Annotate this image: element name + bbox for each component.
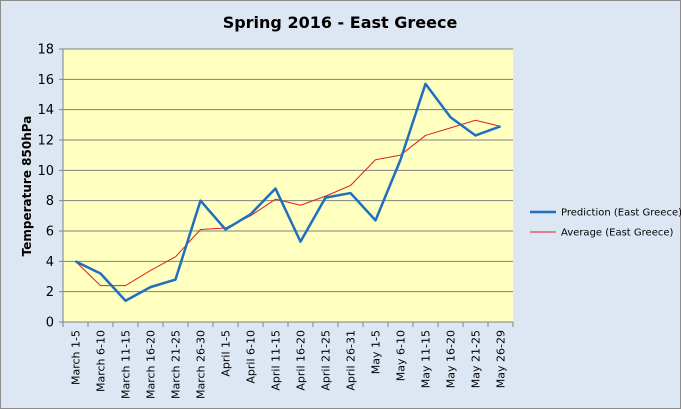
x-tick-label: May 1-5: [370, 330, 383, 374]
x-tick-label: March 26-30: [195, 330, 208, 399]
x-tick-label: March 11-15: [120, 330, 133, 399]
y-tick-label: 10: [37, 164, 54, 179]
x-tick-label: April 1-5: [220, 330, 233, 377]
y-axis-ticks: 0 2 4 6 8 10 12 14 16 18: [37, 43, 63, 331]
x-tick-label: April 11-15: [270, 330, 283, 391]
x-tick-label: May 26-29: [495, 330, 508, 388]
x-tick-label: March 16-20: [145, 330, 158, 399]
x-tick-label: March 6-10: [95, 330, 108, 392]
series-lines: [74, 82, 501, 303]
x-tick-label: March 21-25: [170, 330, 183, 399]
x-tick-label: April 26-31: [345, 330, 358, 391]
prediction-series-line: [74, 82, 501, 303]
y-tick-label: 12: [37, 134, 54, 149]
y-tick-label: 4: [46, 255, 54, 270]
y-tick-label: 0: [46, 316, 54, 331]
y-tick-label: 2: [46, 285, 54, 300]
plot-area: [63, 49, 513, 322]
x-tick-label: March 1-5: [70, 330, 83, 385]
y-tick-label: 14: [37, 103, 54, 118]
x-tick-label: May 16-20: [445, 330, 458, 388]
x-tick-label: April 6-10: [245, 330, 258, 384]
x-tick-label: May 6-10: [395, 330, 408, 381]
y-tick-label: 18: [37, 43, 54, 58]
average-series-line: [75, 119, 501, 287]
x-axis-ticks: March 1-5 March 6-10 March 11-15 March 16-2…: [62, 322, 514, 399]
x-tick-label: May 21-25: [470, 330, 483, 388]
legend: Prediction (East Greece) Average (East Gr…: [530, 208, 681, 239]
y-tick-label: 8: [46, 194, 54, 209]
legend-entry: Average (East Greece): [561, 228, 673, 239]
y-axis-label: Temperature 850hPa: [20, 116, 34, 257]
legend-entry: Prediction (East Greece): [561, 208, 681, 219]
chart-title: Spring 2016 - East Greece: [223, 13, 458, 32]
x-tick-label: May 11-15: [420, 330, 433, 388]
x-tick-label: April 21-25: [320, 330, 333, 391]
y-tick-label: 6: [46, 225, 54, 240]
x-tick-label: April 16-20: [295, 330, 308, 391]
y-tick-label: 16: [37, 73, 54, 88]
